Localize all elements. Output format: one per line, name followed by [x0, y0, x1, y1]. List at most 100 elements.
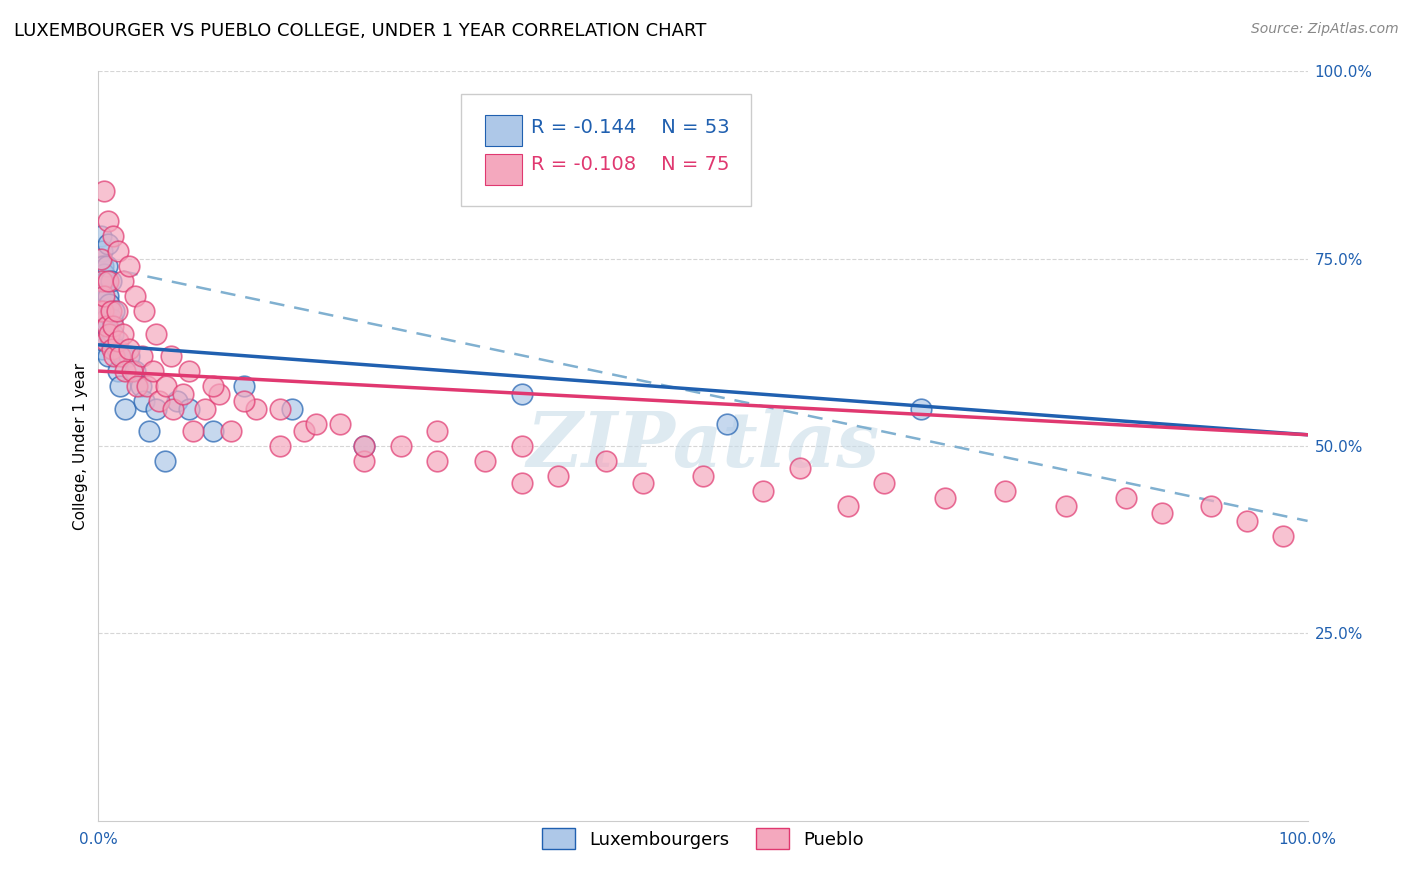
Point: [90, 259, 112, 273]
Point: [172, 386, 194, 401]
Point: [90, 229, 112, 244]
Point: [1115, 491, 1137, 506]
Point: [127, 379, 149, 393]
Text: LUXEMBOURGER VS PUEBLO COLLEGE, UNDER 1 YEAR CORRELATION CHART: LUXEMBOURGER VS PUEBLO COLLEGE, UNDER 1 …: [14, 22, 706, 40]
Point: [96, 259, 118, 273]
Point: [269, 439, 291, 453]
Point: [160, 349, 183, 363]
Point: [166, 394, 188, 409]
Point: [1236, 514, 1258, 528]
Point: [94, 334, 117, 348]
Point: [837, 499, 859, 513]
Point: [111, 326, 134, 341]
Point: [91, 304, 114, 318]
Point: [1054, 499, 1077, 513]
Point: [208, 386, 231, 401]
Point: [194, 401, 217, 416]
Point: [100, 334, 122, 348]
Point: [934, 491, 956, 506]
Point: [91, 274, 114, 288]
Point: [90, 326, 112, 341]
Point: [389, 439, 412, 453]
Point: [138, 424, 160, 438]
Point: [292, 424, 315, 438]
Point: [91, 319, 114, 334]
Point: [118, 259, 141, 273]
Point: [107, 334, 129, 348]
Point: [232, 379, 254, 393]
Point: [155, 379, 177, 393]
Point: [202, 424, 225, 438]
Point: [179, 401, 201, 416]
Point: [716, 417, 738, 431]
Point: [474, 454, 496, 468]
Point: [93, 334, 115, 348]
Point: [148, 394, 170, 409]
Point: [98, 296, 121, 310]
Text: R = -0.144    N = 53: R = -0.144 N = 53: [531, 118, 730, 136]
Point: [91, 342, 114, 356]
Point: [510, 439, 533, 453]
Point: [134, 394, 156, 409]
Point: [93, 289, 115, 303]
Point: [111, 274, 134, 288]
Point: [426, 424, 449, 438]
Point: [103, 304, 125, 318]
Point: [107, 244, 129, 259]
Point: [89, 274, 111, 288]
Point: [1272, 529, 1295, 543]
Legend: Luxembourgers, Pueblo: Luxembourgers, Pueblo: [534, 822, 872, 856]
Point: [232, 394, 254, 409]
Point: [94, 311, 117, 326]
Point: [994, 483, 1017, 498]
Point: [103, 349, 125, 363]
Point: [162, 401, 184, 416]
Point: [118, 342, 141, 356]
Point: [353, 439, 375, 453]
Point: [752, 483, 775, 498]
Point: [105, 304, 128, 318]
Point: [101, 326, 124, 341]
Point: [97, 349, 120, 363]
Point: [93, 267, 115, 281]
Point: [93, 184, 115, 198]
Point: [96, 319, 118, 334]
Point: [89, 252, 111, 266]
Point: [202, 379, 225, 393]
Point: [145, 326, 167, 341]
Point: [129, 379, 152, 393]
Point: [131, 349, 153, 363]
Point: [245, 401, 267, 416]
Point: [97, 274, 120, 288]
Point: [108, 379, 131, 393]
Point: [873, 476, 896, 491]
Point: [89, 304, 111, 318]
Point: [89, 289, 111, 303]
Point: [1199, 499, 1222, 513]
Point: [353, 454, 375, 468]
Point: [108, 349, 131, 363]
Point: [179, 364, 201, 378]
Point: [101, 229, 124, 244]
Point: [910, 401, 932, 416]
Point: [111, 349, 134, 363]
Point: [91, 311, 114, 326]
Point: [305, 417, 328, 431]
Point: [97, 236, 120, 251]
Point: [181, 424, 204, 438]
Point: [114, 364, 136, 378]
Point: [631, 476, 654, 491]
Point: [221, 424, 243, 438]
Point: [107, 364, 129, 378]
Point: [100, 311, 122, 326]
Point: [510, 386, 533, 401]
Point: [97, 289, 120, 303]
Point: [124, 364, 146, 378]
Point: [118, 349, 141, 363]
Point: [91, 259, 114, 273]
Text: Source: ZipAtlas.com: Source: ZipAtlas.com: [1251, 22, 1399, 37]
Point: [353, 439, 375, 453]
Point: [269, 401, 291, 416]
Point: [153, 454, 176, 468]
Point: [97, 214, 120, 228]
